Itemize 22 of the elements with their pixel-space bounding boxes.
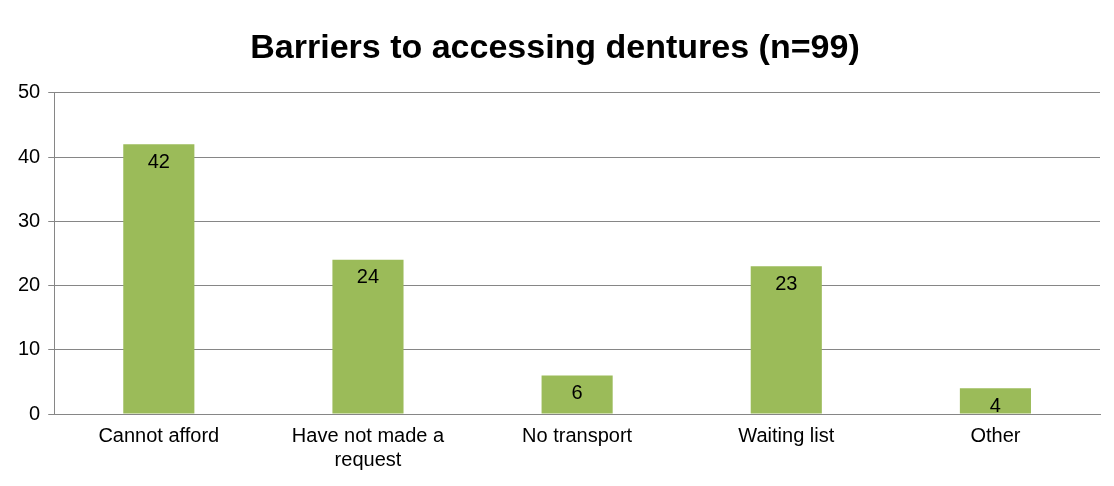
y-tick-label: 20	[18, 273, 41, 296]
bar	[750, 266, 822, 414]
y-tick-label: 0	[29, 401, 41, 424]
bar	[541, 375, 613, 414]
data-label: 42	[147, 149, 170, 172]
bar	[123, 144, 195, 414]
x-tick-label: Cannot afford	[98, 423, 220, 446]
bar	[332, 259, 404, 414]
chart-title: Barriers to accessing dentures (n=99)	[250, 26, 860, 65]
data-label: 4	[989, 393, 1001, 416]
x-tick-label: Other	[970, 423, 1021, 446]
y-tick-label: 40	[18, 144, 41, 167]
x-tick-label: Have not made a request	[291, 423, 445, 470]
y-tick-label: 30	[18, 208, 41, 231]
data-label: 23	[775, 271, 798, 294]
bar	[959, 388, 1031, 414]
data-label: 6	[571, 380, 583, 403]
y-tick-label: 50	[18, 80, 41, 103]
data-label: 24	[356, 265, 380, 288]
y-tick-label: 10	[18, 337, 41, 360]
x-tick-label: No transport	[522, 423, 633, 446]
x-tick-label: Waiting list	[738, 423, 835, 446]
